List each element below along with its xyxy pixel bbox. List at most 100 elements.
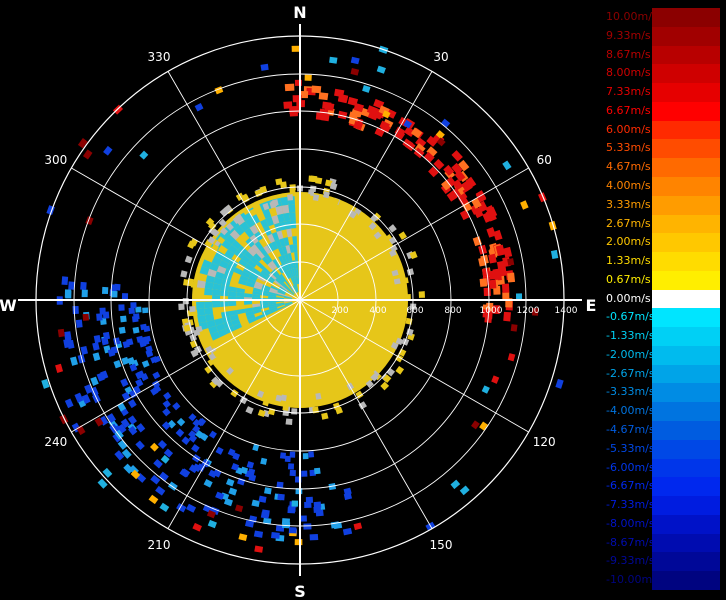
echo-cell (394, 126, 406, 138)
legend-swatch (652, 83, 720, 103)
echo-cell (92, 342, 100, 351)
legend-label: -6.67m/s (606, 479, 655, 493)
echo-cell (153, 458, 163, 469)
echo-cell (555, 378, 564, 389)
legend-swatch (652, 327, 720, 347)
echo-cell (305, 496, 314, 504)
echo-cell (128, 389, 138, 399)
echo-cell (245, 406, 254, 415)
echo-cell (197, 315, 207, 324)
echo-cell (260, 63, 269, 71)
echo-cell (80, 345, 89, 355)
echo-cell (548, 220, 557, 231)
echo-cell (188, 464, 198, 474)
echo-cell (218, 260, 229, 269)
echo-cell (501, 283, 510, 293)
echo-cell (273, 279, 282, 287)
echo-cell (433, 158, 445, 170)
legend-label: -9.33m/s (606, 554, 655, 568)
echo-cell (191, 444, 200, 453)
echo-cell (187, 240, 196, 249)
legend-swatch (652, 176, 720, 197)
echo-cell (214, 317, 224, 326)
echo-cell (315, 392, 322, 400)
echo-cell (253, 284, 263, 290)
echo-cell (247, 317, 257, 324)
echo-cell (376, 65, 386, 74)
echo-cell (276, 292, 285, 296)
echo-cell (278, 255, 285, 265)
echo-cell (235, 213, 243, 222)
echo-cell (454, 170, 466, 182)
echo-cell (162, 399, 171, 409)
echo-cell (350, 56, 360, 65)
legend-swatch (652, 345, 720, 366)
echo-cell (333, 390, 341, 398)
echo-cell (382, 374, 392, 383)
echo-cell (210, 331, 221, 341)
echo-cell (287, 289, 295, 295)
echo-cell (284, 296, 293, 300)
legend-label: 1.33m/s (606, 254, 651, 268)
echo-cell (148, 494, 159, 505)
echo-cell (276, 297, 285, 300)
echo-cell (206, 509, 216, 519)
legend-label: 5.33m/s (606, 141, 651, 155)
echo-cell (332, 197, 340, 206)
echo-cell (41, 378, 50, 389)
echo-cell (239, 274, 249, 282)
range-label: 1000 (480, 306, 503, 316)
echo-cell (471, 420, 480, 430)
echo-cell (280, 394, 287, 402)
echo-cell (205, 217, 215, 227)
echo-cell (93, 334, 101, 344)
echo-cell (267, 233, 275, 243)
echo-cell (488, 279, 497, 289)
echo-cell (75, 319, 83, 328)
echo-cell (349, 210, 357, 219)
legend-label: -5.33m/s (606, 441, 655, 455)
echo-cell (244, 519, 255, 528)
echo-cell (261, 309, 271, 315)
echo-cell (262, 398, 270, 407)
echo-cell (112, 432, 122, 443)
echo-cell (207, 236, 216, 245)
echo-cell (290, 277, 295, 286)
echo-cell (410, 127, 423, 139)
echo-cell (267, 262, 275, 271)
echo-cell (253, 253, 262, 262)
echo-cell (281, 263, 288, 272)
echo-cell (270, 532, 280, 539)
echo-cell (475, 191, 487, 203)
echo-cell (507, 258, 515, 266)
echo-cell (278, 247, 285, 256)
echo-cell (379, 120, 391, 131)
echo-cell (128, 307, 135, 314)
echo-cell (275, 178, 283, 186)
echo-cell (404, 294, 411, 300)
echo-cell (121, 356, 130, 365)
echo-cell (180, 468, 191, 478)
echo-cell (176, 503, 187, 513)
azimuth-line (299, 167, 529, 301)
echo-cell (190, 349, 199, 358)
range-label: 1400 (555, 306, 578, 316)
echo-cell (520, 200, 529, 210)
legend-label: 10.00m/s (606, 10, 658, 23)
echo-cell (370, 373, 379, 382)
legend-label: -0.67m/s (606, 310, 655, 324)
echo-cell (106, 413, 117, 423)
echo-cell (386, 367, 396, 377)
echo-cell (515, 293, 523, 301)
echo-cell (188, 413, 197, 422)
echo-cell (260, 218, 269, 229)
echo-cell (282, 282, 290, 290)
echo-cell (254, 241, 264, 251)
echo-cell (250, 256, 260, 265)
echo-cell (288, 204, 296, 213)
echo-cell (107, 348, 116, 357)
echo-cell (459, 485, 470, 496)
legend-swatch (652, 552, 720, 572)
echo-cell (481, 385, 490, 394)
echo-cell (192, 522, 202, 532)
